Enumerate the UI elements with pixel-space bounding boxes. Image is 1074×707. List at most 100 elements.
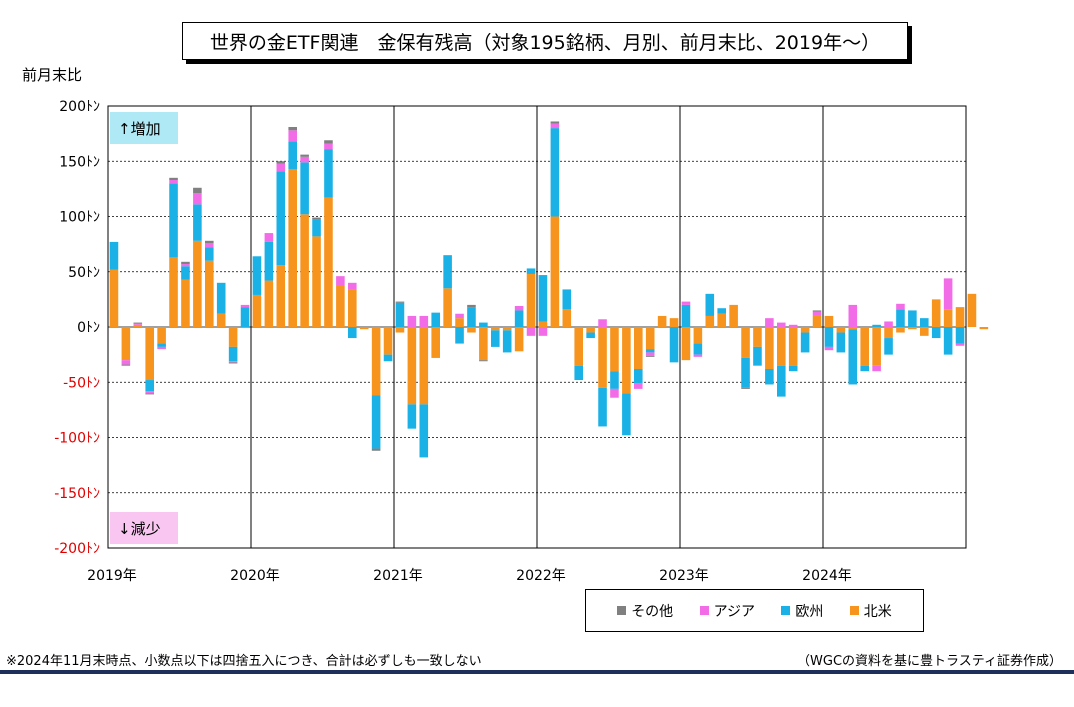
- bar-segment: [645, 349, 655, 353]
- bar-segment: [705, 315, 715, 327]
- bar-segment: [598, 327, 607, 388]
- bar-segment: [550, 128, 560, 217]
- legend-swatch-asia: [699, 606, 709, 615]
- bar-segment: [777, 365, 786, 397]
- bar-segment: [729, 304, 738, 327]
- bar-segment: [205, 247, 214, 261]
- bar-segment: [228, 327, 238, 347]
- bar-segment: [181, 266, 190, 280]
- bar-segment: [133, 323, 143, 325]
- bar-segment: [800, 332, 810, 353]
- bar-segment: [598, 387, 607, 427]
- y-tick-label: 150ﾄﾝ: [59, 154, 100, 170]
- bar-segment: [634, 368, 643, 384]
- bar-segment: [348, 327, 357, 339]
- bar-segment: [908, 327, 917, 330]
- bar-segment: [121, 327, 131, 361]
- bar-segment: [193, 187, 202, 194]
- bar-segment: [908, 310, 917, 327]
- x-tick-label: 2019年: [87, 568, 137, 584]
- decrease-annotation: ↓減少: [118, 520, 161, 538]
- legend-swatch-europe: [781, 606, 791, 615]
- bar-segment: [121, 364, 131, 366]
- bar-segment: [252, 256, 262, 295]
- bar-segment: [145, 393, 154, 395]
- bar-segment: [550, 216, 560, 327]
- bar-segment: [276, 265, 286, 327]
- bar-segment: [431, 312, 440, 327]
- bar-segment: [324, 140, 333, 144]
- legend-swatch-north-america: [849, 606, 859, 615]
- bar-segment: [479, 322, 488, 327]
- bar-segment: [526, 268, 536, 274]
- bar-segment: [157, 343, 166, 347]
- bar-segment: [288, 130, 297, 142]
- bar-segment: [276, 161, 286, 164]
- bar-segment: [181, 264, 190, 267]
- bar-segment: [550, 123, 560, 129]
- legend-label-north-america: 北米: [863, 603, 892, 620]
- bar-segment: [359, 327, 369, 330]
- bar-segment: [193, 204, 202, 241]
- legend-swatch-other: [617, 606, 627, 615]
- bar-segment: [955, 343, 965, 346]
- bar-segment: [526, 273, 536, 327]
- y-tick-label: 100ﾄﾝ: [59, 210, 100, 226]
- bar-segment: [717, 308, 726, 314]
- legend-label-europe: 欧州: [795, 603, 824, 620]
- bar-segment: [931, 327, 941, 339]
- y-tick-label: 50ﾄﾝ: [68, 265, 100, 281]
- bar-segment: [407, 315, 417, 327]
- bar-segment: [109, 269, 119, 327]
- bar-segment: [169, 177, 178, 181]
- bar-segment: [216, 282, 226, 314]
- bar-segment: [300, 162, 309, 215]
- bar-segment: [312, 219, 321, 237]
- x-tick-label: 2024年: [802, 568, 852, 584]
- increase-annotation: ↑増加: [118, 120, 161, 138]
- bar-segment: [300, 154, 309, 157]
- bar-segment: [848, 304, 858, 327]
- bar-segment: [371, 395, 381, 449]
- bar-segment: [431, 327, 440, 358]
- bar-segment: [467, 327, 476, 333]
- bar-segment: [872, 324, 881, 327]
- bar-segment: [669, 318, 679, 327]
- bar-segment: [812, 315, 822, 327]
- bar-segment: [681, 301, 691, 305]
- bar-segment: [109, 241, 119, 270]
- bar-segment: [955, 307, 965, 327]
- bar-segment: [502, 330, 512, 353]
- bar-segment: [562, 289, 572, 310]
- bar-segment: [514, 306, 524, 311]
- y-tick-label: -200ﾄﾝ: [54, 541, 100, 557]
- bar-segment: [645, 327, 655, 350]
- bar-segment: [407, 404, 417, 429]
- bar-segment: [884, 327, 893, 339]
- bar-segment: [741, 357, 750, 388]
- bar-segment: [395, 302, 405, 327]
- bar-segment: [348, 289, 357, 327]
- bar-segment: [634, 383, 643, 389]
- bar-segment: [812, 311, 822, 316]
- bar-segment: [193, 193, 202, 205]
- bar-segment: [598, 319, 607, 327]
- bar-segment: [169, 183, 178, 258]
- bar-segment: [860, 365, 869, 372]
- bar-segment: [514, 327, 524, 352]
- bar-segment: [395, 301, 405, 303]
- bar-segment: [955, 327, 965, 344]
- bar-segment: [538, 321, 548, 327]
- bar-segment: [419, 327, 429, 405]
- legend-item-asia: アジア: [699, 601, 755, 621]
- bar-segment: [157, 346, 166, 350]
- legend-item-europe: 欧州: [781, 601, 823, 621]
- bar-segment: [562, 309, 572, 327]
- bar-segment: [419, 315, 429, 327]
- bar-segment: [288, 126, 297, 131]
- bar-segment: [181, 261, 190, 265]
- legend: その他 アジア 欧州 北米: [585, 589, 924, 632]
- footnote: ※2024年11月末時点、小数点以下は四捨五入につき、合計は必ずしも一致しない: [6, 654, 482, 669]
- bar-segment: [348, 282, 357, 290]
